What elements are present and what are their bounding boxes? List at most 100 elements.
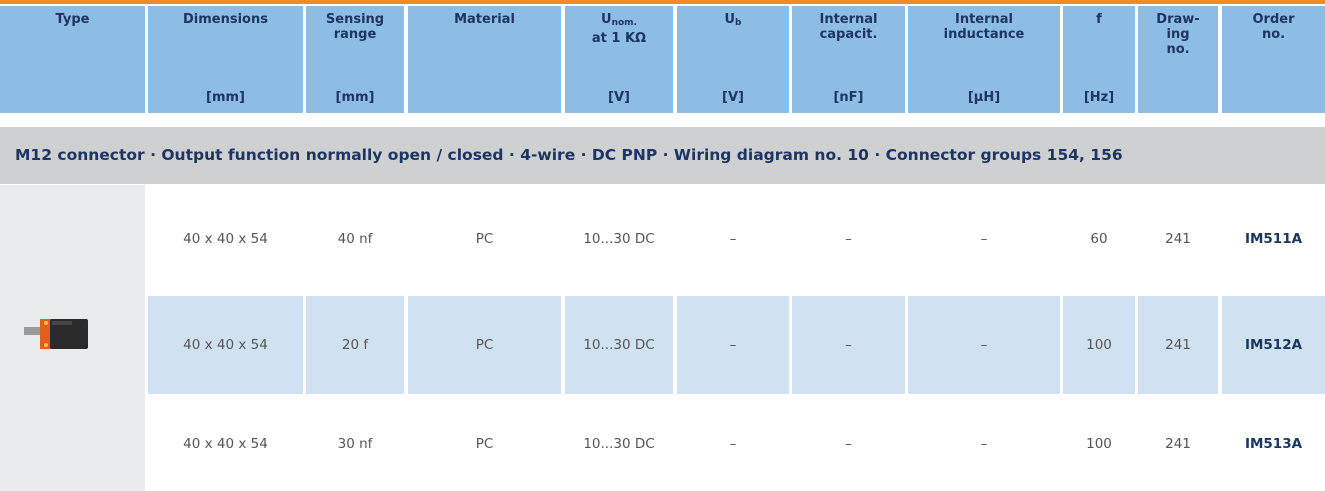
header-text: Dimensions xyxy=(183,12,268,27)
header-line: range xyxy=(306,27,404,42)
table-cell: 40 x 40 x 54 xyxy=(148,296,303,394)
order-number: IM512A xyxy=(1222,296,1325,394)
table-cell: PC xyxy=(475,231,494,247)
table-cell: 241 xyxy=(1165,436,1191,452)
table-cell: 10...30 DC xyxy=(583,231,655,247)
header-label: Material xyxy=(408,12,561,27)
header-text: f xyxy=(1096,12,1102,27)
header-label: Dimensions xyxy=(148,12,303,27)
header-line: Internal xyxy=(792,12,905,27)
header-cell: Unom. at 1 KΩ [V] xyxy=(565,6,673,113)
header-text: capacit. xyxy=(819,27,878,42)
header-line: ing xyxy=(1138,27,1218,42)
table-cell: – xyxy=(729,436,737,452)
header-text: at 1 KΩ xyxy=(591,31,647,46)
order-number: IM511A xyxy=(1244,231,1303,247)
header-line: Draw- xyxy=(1138,12,1218,27)
table-cell: PC xyxy=(475,436,494,452)
header-cell: Sensing range [mm] xyxy=(306,6,404,113)
header-line: Order xyxy=(1222,12,1325,27)
order-number: IM513A xyxy=(1244,436,1303,452)
table-cell: 241 xyxy=(1138,296,1218,394)
header-text: Material xyxy=(454,12,515,27)
table-cell: – xyxy=(845,436,852,452)
header-label: Order no. xyxy=(1222,12,1325,42)
table-cell: 60 xyxy=(1090,231,1108,247)
header-text: ing xyxy=(1166,27,1190,42)
header-label: Unom. at 1 KΩ xyxy=(565,12,673,46)
image-column xyxy=(0,185,145,491)
table-cell: – xyxy=(980,231,988,247)
header-label: f xyxy=(1063,12,1135,27)
header-line: no. xyxy=(1138,42,1218,57)
header-unit: [µH] xyxy=(967,90,1001,105)
header-text: Order xyxy=(1252,12,1295,27)
header-unit: [mm] xyxy=(335,90,375,105)
header-text: Sensing xyxy=(325,12,385,27)
product-image xyxy=(24,319,88,349)
header-cell: Dimensions [mm] xyxy=(148,6,303,113)
header-line: inductance xyxy=(908,27,1060,42)
header-unit: [Hz] xyxy=(1083,90,1115,105)
header-line: no. xyxy=(1222,27,1325,42)
table-cell: – xyxy=(792,296,905,394)
header-label: Type xyxy=(0,12,145,27)
table-cell: 100 xyxy=(1063,296,1135,394)
header-unit: [V] xyxy=(608,90,630,105)
header-text: range xyxy=(333,27,377,42)
header-cell: Draw-ing no. xyxy=(1138,6,1218,113)
header-cell: Type xyxy=(0,6,145,113)
header-line: Ub xyxy=(677,12,789,31)
table-cell: – xyxy=(980,436,988,452)
table-cell: 30 nf xyxy=(337,436,373,452)
table-cell: 40 nf xyxy=(337,231,373,247)
header-label: Draw-ing no. xyxy=(1138,12,1218,57)
header-label: Ub xyxy=(677,12,789,31)
header-cell: Internal capacit. [nF] xyxy=(792,6,905,113)
table-cell: – xyxy=(845,231,852,247)
header-label: Internal inductance xyxy=(908,12,1060,42)
table-cell: – xyxy=(729,231,737,247)
header-text: no. xyxy=(1166,42,1190,57)
table-cell: 10...30 DC xyxy=(583,436,655,452)
header-line: Dimensions xyxy=(148,12,303,27)
table-cell: 10...30 DC xyxy=(565,296,673,394)
header-line: f xyxy=(1063,12,1135,27)
header-line: at 1 KΩ xyxy=(565,31,673,46)
header-line: Type xyxy=(0,12,145,27)
header-line: Material xyxy=(408,12,561,27)
table-cell: 40 x 40 x 54 xyxy=(183,231,268,247)
header-unit: [nF] xyxy=(833,90,864,105)
header-line: Internal xyxy=(908,12,1060,27)
section-title: M12 connector · Output function normally… xyxy=(0,127,1325,184)
header-text: Internal xyxy=(954,12,1014,27)
table-cell: PC xyxy=(408,296,561,394)
header-text: Draw- xyxy=(1156,12,1200,27)
table-cell: 20 f xyxy=(306,296,404,394)
header-label: Sensing range xyxy=(306,12,404,42)
header-unit: [mm] xyxy=(206,90,245,105)
header-cell: Internal inductance [µH] xyxy=(908,6,1060,113)
header-cell: Material xyxy=(408,6,561,113)
header-text: no. xyxy=(1261,27,1286,42)
header-subscript: b xyxy=(735,18,742,28)
table-cell: 241 xyxy=(1165,231,1191,247)
header-text: Type xyxy=(55,12,90,27)
header-text: U xyxy=(724,12,736,27)
table-cell: – xyxy=(908,296,1060,394)
header-line: Sensing xyxy=(306,12,404,27)
header-text: inductance xyxy=(943,27,1025,42)
top-rule xyxy=(0,0,1325,4)
header-line: Unom. xyxy=(565,12,673,31)
header-text: U xyxy=(601,12,612,27)
header-line: capacit. xyxy=(792,27,905,42)
table-cell: 40 x 40 x 54 xyxy=(183,436,268,452)
header-subscript: nom. xyxy=(611,18,637,28)
header-label: Internal capacit. xyxy=(792,12,905,42)
header-cell: f [Hz] xyxy=(1063,6,1135,113)
header-text: Internal xyxy=(819,12,878,27)
header-unit: [V] xyxy=(722,90,744,105)
header-cell: Order no. xyxy=(1222,6,1325,113)
table-cell: – xyxy=(677,296,789,394)
